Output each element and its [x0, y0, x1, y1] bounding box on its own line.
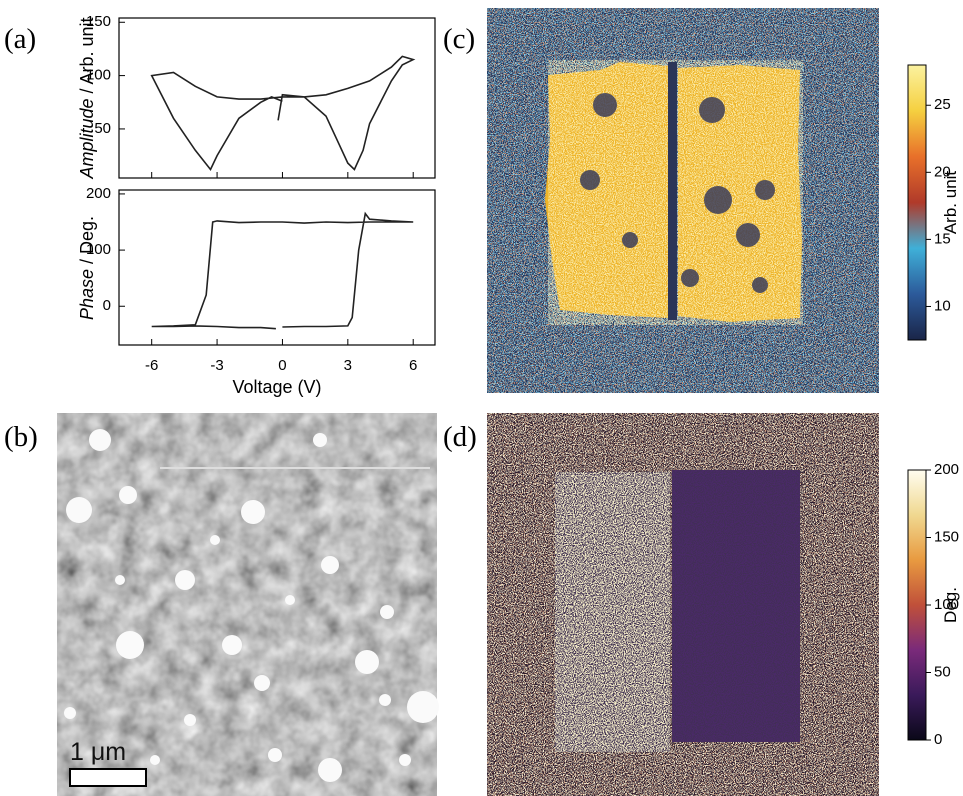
data-line — [150, 55, 416, 172]
colorbar-tick-label: 50 — [934, 663, 951, 680]
colorbar-label: Arb. unit — [941, 171, 960, 235]
x-tick-label: 3 — [344, 357, 352, 374]
colorbar-tick-label: 20 — [934, 163, 951, 180]
colorbar-tick-label: 150 — [934, 528, 959, 545]
colorbar — [907, 64, 927, 341]
axes-frame — [118, 17, 436, 179]
y-tick-label: 100 — [86, 67, 111, 84]
phase-map — [487, 413, 879, 796]
x-tick-label: 0 — [278, 357, 286, 374]
colorbar-tick-label: 100 — [934, 596, 959, 613]
x-tick-label: -6 — [145, 357, 158, 374]
y-tick-label: 50 — [94, 120, 111, 137]
y-tick-label: 0 — [103, 297, 111, 314]
y-tick-label: 100 — [86, 241, 111, 258]
panel-label: (a) — [4, 23, 36, 55]
y-tick-label: 150 — [86, 13, 111, 30]
amplitude-map — [487, 8, 879, 393]
colorbar-tick-label: 200 — [934, 461, 959, 478]
panel-label: (b) — [4, 421, 38, 453]
scale-bar-label: 1 μm — [70, 738, 126, 766]
data-line — [151, 211, 414, 330]
panel-label: (d) — [443, 421, 477, 453]
colorbar-tick-label: 0 — [934, 731, 942, 748]
colorbar-label: Deg. — [941, 587, 960, 623]
colorbar-tick-label: 25 — [934, 96, 951, 113]
y-axis-label-var: Phase — [77, 269, 97, 320]
afm-image — [57, 413, 439, 796]
colorbar — [907, 469, 927, 741]
y-axis-label: Amplitude / Arb. unit — [77, 17, 97, 179]
x-tick-label: 6 — [409, 357, 417, 374]
y-tick-label: 200 — [86, 185, 111, 202]
colorbar-tick-label: 10 — [934, 297, 951, 314]
panel-label: (c) — [443, 23, 475, 55]
x-axis-label: Voltage (V) — [232, 377, 321, 397]
x-tick-label: -3 — [210, 357, 223, 374]
axes-frame — [118, 189, 436, 346]
y-axis-label-unit: / Deg. — [77, 216, 97, 264]
y-axis-label-unit: / Arb. unit — [77, 17, 97, 93]
colorbar-tick-label: 15 — [934, 230, 951, 247]
y-axis-label: Phase / Deg. — [77, 216, 97, 320]
y-axis-label-var: Amplitude — [77, 99, 97, 180]
